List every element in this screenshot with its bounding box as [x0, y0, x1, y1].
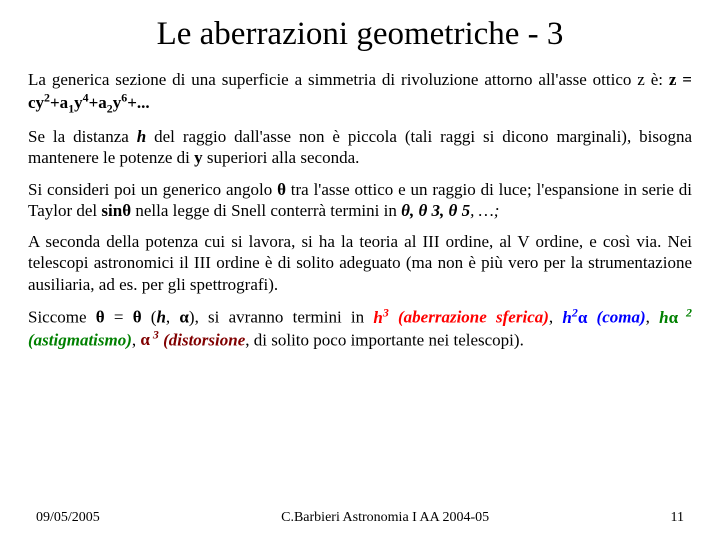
fm: +a: [89, 93, 107, 112]
exp: 5: [457, 201, 470, 220]
text: Si consideri poi un generico angolo: [28, 180, 277, 199]
exp: 3: [427, 201, 440, 220]
comma: ,: [440, 201, 449, 220]
paragraph-5: Siccome θ = θ (h, α), si avranno termini…: [28, 305, 692, 351]
theta: θ: [277, 180, 286, 199]
fm: +a: [50, 93, 68, 112]
slide-title: Le aberrazioni geometriche - 3: [28, 16, 692, 53]
theta: θ: [133, 308, 142, 327]
text: , di solito poco importante nei telescop…: [245, 330, 524, 349]
fe: +...: [127, 93, 149, 112]
theta: θ: [401, 201, 410, 220]
astigmatismo: (astigmatismo): [28, 330, 132, 349]
theta: θ: [96, 308, 105, 327]
footer-page: 11: [671, 510, 684, 526]
alpha: α: [669, 308, 679, 327]
slide-footer: 09/05/2005 C.Barbieri Astronomia I AA 20…: [0, 510, 720, 526]
comma: ,: [646, 308, 659, 327]
comma: ,: [549, 308, 562, 327]
text: Se la distanza: [28, 127, 137, 146]
term-h2a: h2α: [562, 308, 587, 327]
eq: =: [105, 308, 133, 327]
term-ha2: hα 2: [659, 308, 692, 327]
theta: θ: [122, 201, 131, 220]
coma: (coma): [587, 308, 645, 327]
comma: ,: [166, 308, 179, 327]
sin: sin: [101, 201, 122, 220]
text: nella legge di Snell conterrà termini in: [131, 201, 401, 220]
term-a3: α 3: [140, 330, 158, 349]
text: superiori alla seconda.: [203, 148, 360, 167]
fy: y: [113, 93, 122, 112]
slide: Le aberrazioni geometriche - 3 La generi…: [0, 0, 720, 540]
text: La generica sezione di una superficie a …: [28, 70, 669, 89]
h: h: [373, 308, 382, 327]
var-y: y: [194, 148, 203, 167]
h: h: [659, 308, 668, 327]
exp: 2: [678, 305, 692, 319]
alpha: α: [179, 308, 189, 327]
open: (: [142, 308, 157, 327]
paragraph-3: Si consideri poi un generico angolo θ tr…: [28, 179, 692, 222]
h: h: [562, 308, 571, 327]
footer-center: C.Barbieri Astronomia I AA 2004-05: [281, 510, 489, 526]
paragraph-1: La generica sezione di una superficie a …: [28, 69, 692, 116]
distorsione: (distorsione: [159, 330, 245, 349]
paragraph-2: Se la distanza h del raggio dall'asse no…: [28, 126, 692, 169]
paragraph-4: A seconda della potenza cui si lavora, s…: [28, 231, 692, 295]
text: ), si avranno termini in: [189, 308, 373, 327]
term-h3: h3: [373, 308, 388, 327]
fy: y: [74, 93, 83, 112]
footer-date: 09/05/2005: [36, 510, 100, 526]
exp: 3: [150, 328, 159, 342]
alpha: α: [578, 308, 588, 327]
text: Siccome: [28, 308, 96, 327]
alpha: α: [140, 330, 150, 349]
var-h: h: [137, 127, 146, 146]
aberration-sferica: (aberrazione sferica): [389, 308, 549, 327]
text: , …;: [470, 201, 499, 220]
theta: θ: [418, 201, 427, 220]
var-h: h: [156, 308, 165, 327]
